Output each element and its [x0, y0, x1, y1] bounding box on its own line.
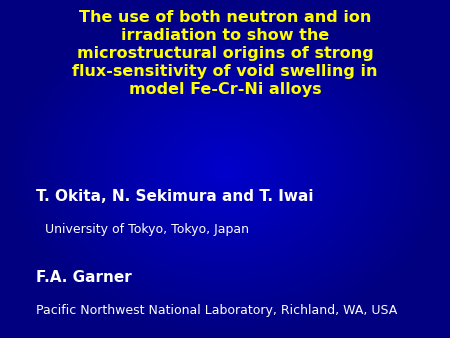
Text: University of Tokyo, Tokyo, Japan: University of Tokyo, Tokyo, Japan: [45, 223, 249, 236]
Text: T. Okita, N. Sekimura and T. Iwai: T. Okita, N. Sekimura and T. Iwai: [36, 189, 314, 204]
Text: Pacific Northwest National Laboratory, Richland, WA, USA: Pacific Northwest National Laboratory, R…: [36, 304, 397, 317]
Text: The use of both neutron and ion
irradiation to show the
microstructural origins : The use of both neutron and ion irradiat…: [72, 10, 378, 97]
Text: F.A. Garner: F.A. Garner: [36, 270, 132, 285]
